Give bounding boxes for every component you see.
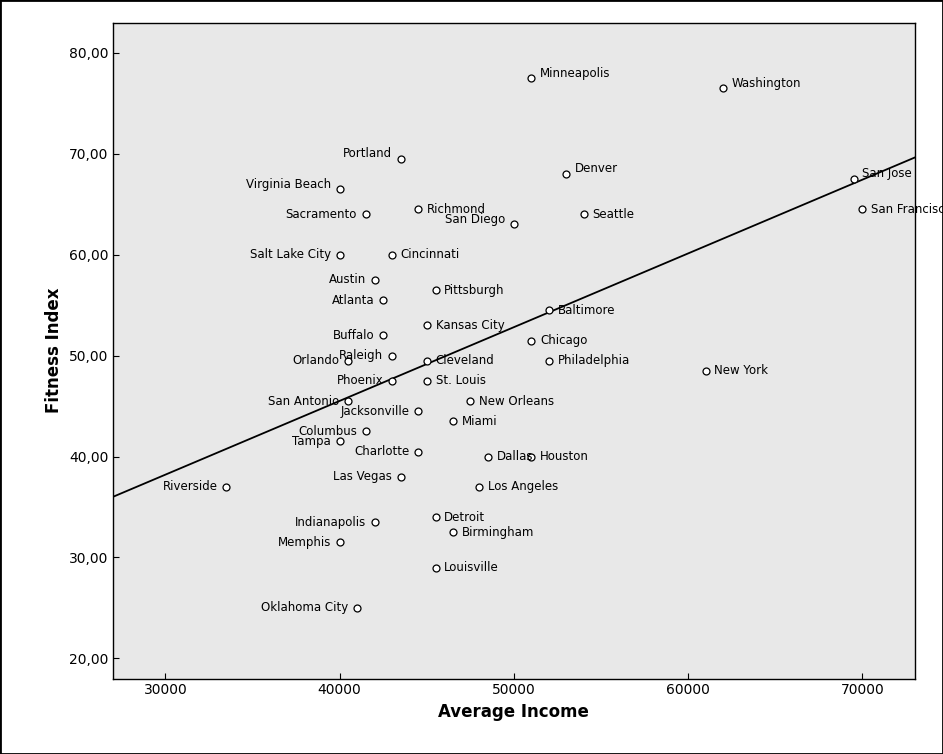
Point bbox=[523, 451, 538, 463]
Point bbox=[428, 511, 443, 523]
Text: Raleigh: Raleigh bbox=[339, 349, 383, 362]
Text: Cleveland: Cleveland bbox=[436, 354, 494, 367]
Point bbox=[358, 425, 373, 437]
Text: St. Louis: St. Louis bbox=[436, 375, 486, 388]
Text: Jacksonville: Jacksonville bbox=[340, 405, 409, 418]
Text: Washington: Washington bbox=[732, 77, 802, 90]
Point bbox=[385, 350, 400, 362]
Point bbox=[420, 354, 435, 366]
Point bbox=[445, 415, 460, 428]
Text: Sacramento: Sacramento bbox=[286, 208, 357, 221]
Text: Tampa: Tampa bbox=[292, 435, 331, 448]
Point bbox=[480, 451, 495, 463]
Point bbox=[340, 395, 356, 407]
Text: Phoenix: Phoenix bbox=[337, 375, 383, 388]
Text: Orlando: Orlando bbox=[292, 354, 339, 367]
Text: Indianapolis: Indianapolis bbox=[294, 516, 366, 529]
Point bbox=[332, 536, 347, 548]
Text: Dallas: Dallas bbox=[497, 450, 533, 463]
Point bbox=[358, 208, 373, 220]
Text: New York: New York bbox=[715, 364, 769, 377]
Text: Buffalo: Buffalo bbox=[333, 329, 374, 342]
Point bbox=[523, 72, 538, 84]
Text: Seattle: Seattle bbox=[592, 208, 635, 221]
Y-axis label: Fitness Index: Fitness Index bbox=[45, 288, 63, 413]
Point bbox=[350, 602, 365, 614]
Point bbox=[541, 304, 556, 316]
Text: Richmond: Richmond bbox=[427, 203, 486, 216]
Point bbox=[410, 405, 425, 417]
Point bbox=[332, 249, 347, 261]
Point bbox=[698, 365, 713, 377]
Point bbox=[846, 173, 861, 185]
Point bbox=[375, 294, 390, 306]
Point bbox=[558, 168, 573, 180]
Point bbox=[576, 208, 591, 220]
Text: Salt Lake City: Salt Lake City bbox=[250, 248, 331, 261]
Point bbox=[428, 562, 443, 574]
Text: Las Vegas: Las Vegas bbox=[333, 470, 392, 483]
Text: Virginia Beach: Virginia Beach bbox=[246, 178, 331, 191]
Text: Houston: Houston bbox=[540, 450, 589, 463]
Text: Charlotte: Charlotte bbox=[355, 445, 409, 458]
Text: San Antonio: San Antonio bbox=[269, 394, 339, 408]
Point bbox=[410, 204, 425, 216]
Text: Los Angeles: Los Angeles bbox=[488, 480, 558, 493]
Point bbox=[219, 481, 234, 493]
Point bbox=[506, 219, 521, 231]
Point bbox=[420, 375, 435, 387]
Text: Kansas City: Kansas City bbox=[436, 319, 505, 332]
Point bbox=[420, 320, 435, 332]
Text: Louisville: Louisville bbox=[444, 561, 499, 574]
Text: Columbus: Columbus bbox=[298, 425, 357, 438]
Point bbox=[332, 435, 347, 447]
Text: Birmingham: Birmingham bbox=[462, 526, 534, 539]
Point bbox=[716, 82, 731, 94]
Point bbox=[472, 481, 487, 493]
Point bbox=[393, 470, 408, 483]
Text: Riverside: Riverside bbox=[163, 480, 218, 493]
Text: Philadelphia: Philadelphia bbox=[557, 354, 630, 367]
Text: Detroit: Detroit bbox=[444, 510, 486, 523]
Text: Miami: Miami bbox=[462, 415, 497, 428]
Text: San Francisco: San Francisco bbox=[871, 203, 943, 216]
Point bbox=[523, 335, 538, 347]
Text: Portland: Portland bbox=[343, 147, 392, 161]
Point bbox=[385, 249, 400, 261]
Text: San Diego: San Diego bbox=[445, 213, 505, 226]
Point bbox=[428, 284, 443, 296]
Text: Chicago: Chicago bbox=[540, 334, 587, 347]
X-axis label: Average Income: Average Income bbox=[438, 703, 589, 721]
Point bbox=[541, 354, 556, 366]
Point bbox=[332, 183, 347, 195]
Point bbox=[367, 274, 382, 286]
Text: Pittsburgh: Pittsburgh bbox=[444, 284, 505, 296]
Point bbox=[463, 395, 478, 407]
Text: Denver: Denver bbox=[575, 162, 618, 176]
Point bbox=[340, 354, 356, 366]
Point bbox=[385, 375, 400, 387]
Text: New Orleans: New Orleans bbox=[479, 394, 554, 408]
Text: Austin: Austin bbox=[328, 274, 366, 287]
Text: Minneapolis: Minneapolis bbox=[540, 66, 610, 80]
Text: San Jose: San Jose bbox=[863, 167, 912, 180]
Point bbox=[393, 153, 408, 165]
Point bbox=[367, 516, 382, 529]
Text: Cincinnati: Cincinnati bbox=[401, 248, 460, 261]
Text: Baltimore: Baltimore bbox=[557, 304, 615, 317]
Text: Atlanta: Atlanta bbox=[332, 293, 374, 307]
Point bbox=[855, 204, 870, 216]
Point bbox=[410, 446, 425, 458]
Point bbox=[445, 526, 460, 538]
Text: Oklahoma City: Oklahoma City bbox=[261, 602, 348, 615]
Text: Memphis: Memphis bbox=[277, 536, 331, 549]
Point bbox=[375, 329, 390, 342]
